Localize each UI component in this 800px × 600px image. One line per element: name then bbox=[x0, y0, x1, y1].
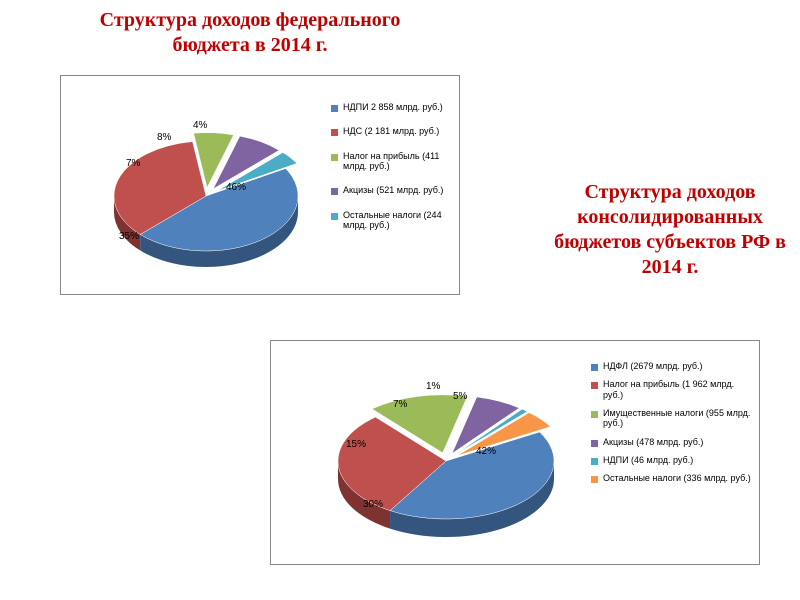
legend-item: Акцизы (478 млрд. руб.) bbox=[591, 437, 753, 447]
slice-percent-label: 5% bbox=[453, 391, 467, 402]
slice-percent-label: 8% bbox=[157, 132, 171, 143]
chart2-box: 42% 30% 15% 7% 1% 5% НДФЛ (2679 млрд. руб.) На… bbox=[270, 340, 760, 565]
slice-percent-label: 30% bbox=[363, 499, 383, 510]
legend-item: Остальные налоги (244 млрд. руб.) bbox=[331, 210, 459, 231]
pie-svg bbox=[61, 76, 321, 296]
legend-swatch bbox=[591, 476, 598, 483]
legend-item: Налог на прибыль (1 962 млрд. руб.) bbox=[591, 379, 753, 400]
legend-item: Имущественные налоги (955 млрд. руб.) bbox=[591, 408, 753, 429]
legend-label: Акцизы (521 млрд. руб.) bbox=[343, 185, 443, 195]
slice-percent-label: 35% bbox=[119, 231, 139, 242]
chart1-pie: 46% 35% 7% 8% 4% bbox=[61, 76, 321, 296]
legend-label: Налог на прибыль (1 962 млрд. руб.) bbox=[603, 379, 753, 400]
legend-label: Остальные налоги (336 млрд. руб.) bbox=[603, 473, 751, 483]
chart2-title: Структура доходов консолидированных бюдж… bbox=[540, 180, 800, 280]
pie-svg bbox=[271, 341, 581, 566]
legend-swatch bbox=[331, 154, 338, 161]
slice-percent-label: 1% bbox=[426, 381, 440, 392]
legend-swatch bbox=[591, 411, 598, 418]
slice-percent-label: 42% bbox=[476, 446, 496, 457]
slice-percent-label: 4% bbox=[193, 120, 207, 131]
legend-item: НДПИ 2 858 млрд. руб.) bbox=[331, 102, 459, 112]
legend-item: НДФЛ (2679 млрд. руб.) bbox=[591, 361, 753, 371]
legend-label: Остальные налоги (244 млрд. руб.) bbox=[343, 210, 459, 231]
chart1-legend: НДПИ 2 858 млрд. руб.) НДС (2 181 млрд. р… bbox=[331, 102, 459, 244]
legend-item: Остальные налоги (336 млрд. руб.) bbox=[591, 473, 753, 483]
legend-swatch bbox=[331, 129, 338, 136]
legend-swatch bbox=[591, 382, 598, 389]
legend-swatch bbox=[331, 105, 338, 112]
slice-percent-label: 15% bbox=[346, 439, 366, 450]
legend-swatch bbox=[591, 364, 598, 371]
legend-swatch bbox=[591, 440, 598, 447]
legend-label: НДПИ (46 млрд. руб.) bbox=[603, 455, 693, 465]
legend-label: Акцизы (478 млрд. руб.) bbox=[603, 437, 703, 447]
legend-item: Налог на прибыль (411 млрд. руб.) bbox=[331, 151, 459, 172]
legend-label: Налог на прибыль (411 млрд. руб.) bbox=[343, 151, 459, 172]
slice-percent-label: 46% bbox=[226, 182, 246, 193]
legend-swatch bbox=[331, 213, 338, 220]
legend-label: НДС (2 181 млрд. руб.) bbox=[343, 126, 439, 136]
legend-item: НДС (2 181 млрд. руб.) bbox=[331, 126, 459, 136]
slice-percent-label: 7% bbox=[393, 399, 407, 410]
legend-swatch bbox=[591, 458, 598, 465]
legend-item: НДПИ (46 млрд. руб.) bbox=[591, 455, 753, 465]
legend-swatch bbox=[331, 188, 338, 195]
chart1-box: 46% 35% 7% 8% 4% НДПИ 2 858 млрд. руб.) НДС (… bbox=[60, 75, 460, 295]
slice-percent-label: 7% bbox=[126, 158, 140, 169]
chart2-legend: НДФЛ (2679 млрд. руб.) Налог на прибыль (… bbox=[591, 361, 753, 492]
legend-label: Имущественные налоги (955 млрд. руб.) bbox=[603, 408, 753, 429]
chart1-title: Структура доходов федерального бюджета в… bbox=[60, 8, 440, 58]
legend-label: НДПИ 2 858 млрд. руб.) bbox=[343, 102, 443, 112]
chart2-pie: 42% 30% 15% 7% 1% 5% bbox=[271, 341, 581, 566]
legend-label: НДФЛ (2679 млрд. руб.) bbox=[603, 361, 703, 371]
legend-item: Акцизы (521 млрд. руб.) bbox=[331, 185, 459, 195]
